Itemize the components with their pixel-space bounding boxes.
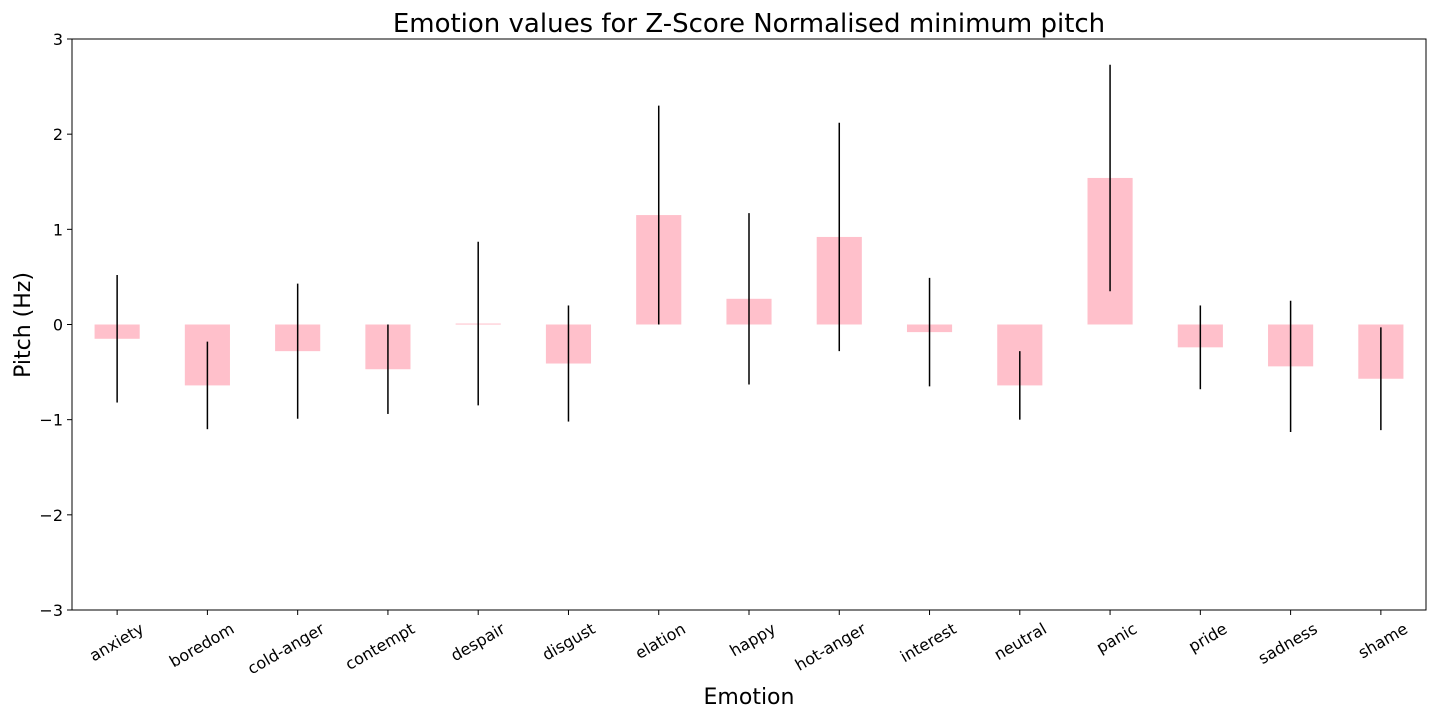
y-tick-label: 1: [53, 220, 63, 239]
x-tick-label-contempt: contempt: [342, 619, 418, 674]
y-tick-label: −1: [39, 411, 63, 430]
x-axis-label: Emotion: [704, 685, 795, 710]
x-tick-label-anxiety: anxiety: [86, 619, 147, 665]
x-axis: anxiety boredom cold-anger contempt despair d…: [86, 610, 1411, 678]
x-tick-label-interest: interest: [897, 619, 960, 666]
y-tick-label: −2: [39, 506, 63, 525]
y-tick-label: −3: [39, 601, 63, 620]
y-tick-label: 0: [53, 316, 63, 335]
x-tick-label-shame: shame: [1355, 619, 1411, 662]
y-axis-label: Pitch (Hz): [11, 272, 36, 378]
x-tick-label-pride: pride: [1185, 619, 1230, 656]
error-bars-layer: [116, 64, 1382, 433]
x-tick-label-elation: elation: [632, 619, 689, 663]
x-tick-label-sadness: sadness: [1255, 619, 1321, 668]
x-tick-label-disgust: disgust: [539, 619, 599, 664]
y-tick-label: 3: [53, 30, 63, 49]
x-tick-label-cold-anger: cold-anger: [244, 619, 328, 678]
x-tick-label-panic: panic: [1093, 619, 1140, 657]
x-tick-label-happy: happy: [726, 619, 779, 660]
chart-title: Emotion values for Z-Score Normalised mi…: [393, 9, 1105, 39]
x-tick-label-boredom: boredom: [166, 619, 237, 671]
x-tick-label-neutral: neutral: [991, 619, 1050, 664]
x-tick-label-hot-anger: hot-anger: [792, 619, 870, 675]
y-tick-label: 2: [53, 125, 63, 144]
y-axis: −3 −2 −1 0 1 2 3: [39, 30, 72, 620]
x-tick-label-despair: despair: [447, 619, 508, 665]
